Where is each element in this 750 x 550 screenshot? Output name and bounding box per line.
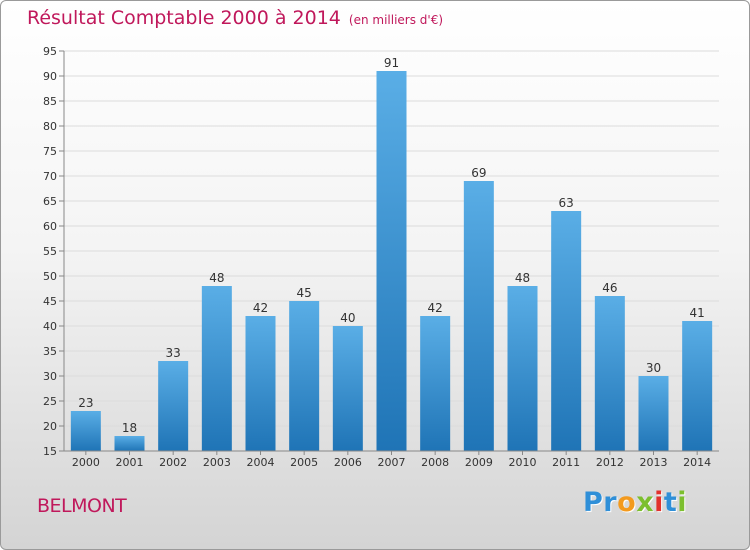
bar-2001 — [114, 436, 145, 451]
x-tick-label: 2004 — [247, 456, 275, 469]
bars — [70, 71, 713, 451]
chart-title: Résultat Comptable 2000 à 2014 (en millie… — [27, 7, 443, 29]
value-label: 23 — [78, 396, 93, 410]
logo-letter: o — [617, 487, 637, 518]
x-tick-label: 2001 — [116, 456, 144, 469]
bar-2014 — [682, 321, 713, 451]
y-tick-label: 50 — [43, 270, 57, 283]
x-tick-label: 2002 — [159, 456, 187, 469]
y-tick-label: 30 — [43, 370, 57, 383]
bar-2009 — [463, 181, 494, 451]
title-text: Résultat Comptable 2000 à 2014 — [27, 7, 341, 29]
bar-2008 — [420, 316, 451, 451]
logo-letter: i — [677, 487, 688, 518]
bar-2010 — [507, 286, 538, 451]
y-axis: 15 20 25 30 35 40 45 50 55 60 65 70 75 80 85 90 95 — [43, 45, 65, 458]
value-label: 48 — [515, 271, 530, 285]
value-label: 69 — [471, 166, 486, 180]
x-tick-label: 2014 — [683, 456, 711, 469]
proxiti-logo: Proxiti — [583, 487, 687, 518]
bar-2000 — [70, 411, 101, 451]
value-label: 30 — [646, 361, 661, 375]
y-tick-label: 15 — [43, 445, 57, 458]
value-labels: 23 18 33 48 42 45 40 91 42 69 48 63 46 30 41 — [78, 56, 705, 435]
value-label: 91 — [384, 56, 399, 70]
y-tick-label: 40 — [43, 320, 57, 333]
value-label: 48 — [209, 271, 224, 285]
bar-2002 — [158, 361, 189, 451]
logo-letter: x — [636, 487, 655, 518]
unit-label: (en milliers d'€) — [348, 13, 444, 27]
y-tick-label: 20 — [43, 420, 57, 433]
y-tick-label: 55 — [43, 245, 57, 258]
x-tick-label: 2006 — [334, 456, 362, 469]
x-tick-label: 2011 — [552, 456, 580, 469]
x-tick-label: 2007 — [378, 456, 406, 469]
x-tick-label: 2013 — [640, 456, 668, 469]
y-tick-label: 75 — [43, 145, 57, 158]
y-tick-label: 90 — [43, 70, 57, 83]
bar-2003 — [201, 286, 232, 451]
y-tick-label: 65 — [43, 195, 57, 208]
value-label: 18 — [122, 421, 137, 435]
value-label: 63 — [559, 196, 574, 210]
value-label: 46 — [602, 281, 617, 295]
value-label: 42 — [428, 301, 443, 315]
bar-2007 — [376, 71, 407, 451]
x-tick-label: 2005 — [290, 456, 318, 469]
bar-2006 — [332, 326, 363, 451]
value-label: 45 — [297, 286, 312, 300]
value-label: 40 — [340, 311, 355, 325]
bar-2004 — [245, 316, 276, 451]
value-label: 41 — [690, 306, 705, 320]
x-tick-label: 2003 — [203, 456, 231, 469]
y-tick-label: 35 — [43, 345, 57, 358]
commune-name: BELMONT — [37, 495, 127, 517]
y-tick-label: 70 — [43, 170, 57, 183]
x-axis: 2000 2001 2002 2003 2004 2005 2006 2007 2008 2009… — [64, 450, 719, 469]
y-tick-label: 25 — [43, 395, 57, 408]
y-tick-label: 60 — [43, 220, 57, 233]
bar-2012 — [594, 296, 625, 451]
logo-letter: t — [663, 487, 678, 518]
x-tick-label: 2008 — [421, 456, 449, 469]
bar-2013 — [638, 376, 669, 451]
bar-2005 — [289, 301, 320, 451]
y-tick-label: 45 — [43, 295, 57, 308]
x-tick-label: 2009 — [465, 456, 493, 469]
x-tick-label: 2000 — [72, 456, 100, 469]
logo-letter: i — [654, 487, 664, 518]
y-tick-label: 80 — [43, 120, 57, 133]
y-tick-label: 85 — [43, 95, 57, 108]
value-label: 33 — [166, 346, 181, 360]
x-tick-label: 2010 — [509, 456, 537, 469]
bar-2011 — [551, 211, 582, 451]
value-label: 42 — [253, 301, 268, 315]
y-tick-label: 95 — [43, 45, 57, 58]
logo-letter: P — [583, 487, 604, 518]
x-tick-label: 2012 — [596, 456, 624, 469]
logo-letter: r — [603, 487, 618, 518]
